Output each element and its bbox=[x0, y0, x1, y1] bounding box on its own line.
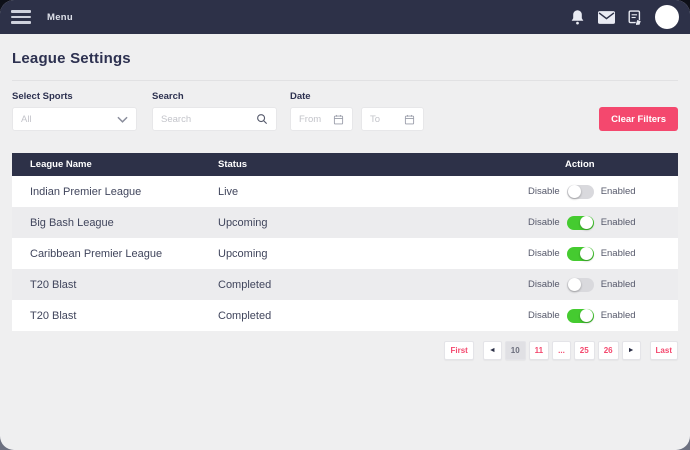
status-cell: Live bbox=[218, 185, 239, 198]
search-input[interactable]: Search bbox=[152, 107, 277, 131]
enable-toggle[interactable] bbox=[566, 277, 594, 292]
disable-label: Disable bbox=[528, 279, 560, 290]
menu-label[interactable]: Menu bbox=[47, 11, 74, 23]
disable-label: Disable bbox=[528, 186, 560, 197]
page-title: League Settings bbox=[12, 50, 131, 67]
league-name-cell: Big Bash League bbox=[30, 216, 114, 229]
col-action: Action bbox=[565, 159, 595, 170]
table-row: Big Bash League Upcoming Disable Enabled bbox=[12, 207, 678, 238]
date-to-input[interactable]: To bbox=[361, 107, 424, 131]
enabled-label: Enabled bbox=[600, 186, 636, 197]
col-status: Status bbox=[218, 159, 248, 170]
enabled-label: Enabled bbox=[600, 310, 636, 321]
pagination-page-button[interactable]: 11 bbox=[528, 341, 550, 360]
table-row: T20 Blast Completed Disable Enabled bbox=[12, 300, 678, 331]
pagination-next-button[interactable]: ► bbox=[621, 341, 641, 360]
pagination: First ◄ 10 11... 25 26 ► Last bbox=[12, 341, 678, 360]
enable-toggle[interactable] bbox=[566, 215, 594, 230]
pagination-ellipsis[interactable]: ... bbox=[552, 341, 571, 360]
status-cell: Completed bbox=[218, 309, 272, 322]
status-cell: Upcoming bbox=[218, 216, 268, 229]
calendar-icon[interactable] bbox=[333, 114, 344, 125]
date-to-placeholder: To bbox=[370, 113, 381, 125]
calendar-icon[interactable] bbox=[404, 114, 415, 125]
date-from-placeholder: From bbox=[299, 113, 322, 125]
disable-label: Disable bbox=[528, 248, 560, 259]
select-sports-label: Select Sports bbox=[12, 91, 73, 102]
bell-icon[interactable] bbox=[570, 9, 585, 25]
pagination-prev-button[interactable]: ◄ bbox=[482, 341, 502, 360]
action-cell: Disable Enabled bbox=[528, 215, 678, 230]
col-league-name: League Name bbox=[30, 159, 92, 170]
toggle-knob bbox=[567, 278, 581, 291]
select-sports-dropdown[interactable]: All bbox=[12, 107, 137, 131]
pagination-page-button[interactable]: 10 bbox=[504, 341, 526, 360]
table-row: Indian Premier League Live Disable Enabled bbox=[12, 176, 678, 207]
search-placeholder: Search bbox=[161, 113, 192, 125]
search-label: Search bbox=[152, 91, 184, 102]
disable-label: Disable bbox=[528, 217, 560, 228]
table-row: T20 Blast Completed Disable Enabled bbox=[12, 269, 678, 300]
search-icon[interactable] bbox=[256, 113, 268, 125]
pagination-first-button[interactable]: First bbox=[444, 341, 474, 360]
enabled-label: Enabled bbox=[600, 279, 636, 290]
toggle-knob bbox=[579, 216, 593, 229]
toggle-knob bbox=[579, 247, 593, 260]
enable-toggle[interactable] bbox=[566, 246, 594, 261]
action-cell: Disable Enabled bbox=[528, 277, 678, 292]
select-sports-value: All bbox=[21, 113, 32, 125]
enable-toggle[interactable] bbox=[566, 308, 594, 323]
pagination-last-button[interactable]: Last bbox=[649, 341, 678, 360]
enable-toggle[interactable] bbox=[566, 184, 594, 199]
toggle-knob bbox=[579, 309, 593, 322]
league-name-cell: T20 Blast bbox=[30, 278, 77, 291]
title-divider bbox=[12, 80, 678, 81]
filter-bar: Select Sports All Search Search bbox=[12, 91, 678, 131]
pagination-page-button[interactable]: 26 bbox=[597, 341, 619, 360]
action-cell: Disable Enabled bbox=[528, 308, 678, 323]
league-name-cell: Caribbean Premier League bbox=[30, 247, 163, 260]
status-cell: Completed bbox=[218, 278, 272, 291]
hamburger-icon[interactable] bbox=[11, 10, 31, 24]
disable-label: Disable bbox=[528, 310, 560, 321]
status-cell: Upcoming bbox=[218, 247, 268, 260]
pagination-page-button[interactable]: 25 bbox=[573, 341, 595, 360]
chevron-down-icon bbox=[117, 116, 128, 123]
table-row: Caribbean Premier League Upcoming Disable E… bbox=[12, 238, 678, 269]
league-name-cell: T20 Blast bbox=[30, 309, 77, 322]
avatar[interactable] bbox=[655, 5, 679, 29]
mail-icon[interactable] bbox=[598, 10, 615, 24]
action-cell: Disable Enabled bbox=[528, 184, 678, 199]
date-from-input[interactable]: From bbox=[290, 107, 353, 131]
enabled-label: Enabled bbox=[600, 248, 636, 259]
date-label: Date bbox=[290, 91, 311, 102]
action-cell: Disable Enabled bbox=[528, 246, 678, 261]
toggle-knob bbox=[567, 185, 581, 198]
table-body: Indian Premier League Live Disable Enabled B… bbox=[12, 176, 678, 331]
top-navbar: Menu bbox=[0, 0, 690, 34]
enabled-label: Enabled bbox=[600, 217, 636, 228]
league-table: League Name Status Action Indian Premier… bbox=[12, 153, 678, 331]
league-name-cell: Indian Premier League bbox=[30, 185, 142, 198]
table-header: League Name Status Action bbox=[12, 153, 678, 176]
clear-filters-button[interactable]: Clear Filters bbox=[599, 107, 678, 131]
file-edit-icon[interactable] bbox=[628, 9, 642, 25]
